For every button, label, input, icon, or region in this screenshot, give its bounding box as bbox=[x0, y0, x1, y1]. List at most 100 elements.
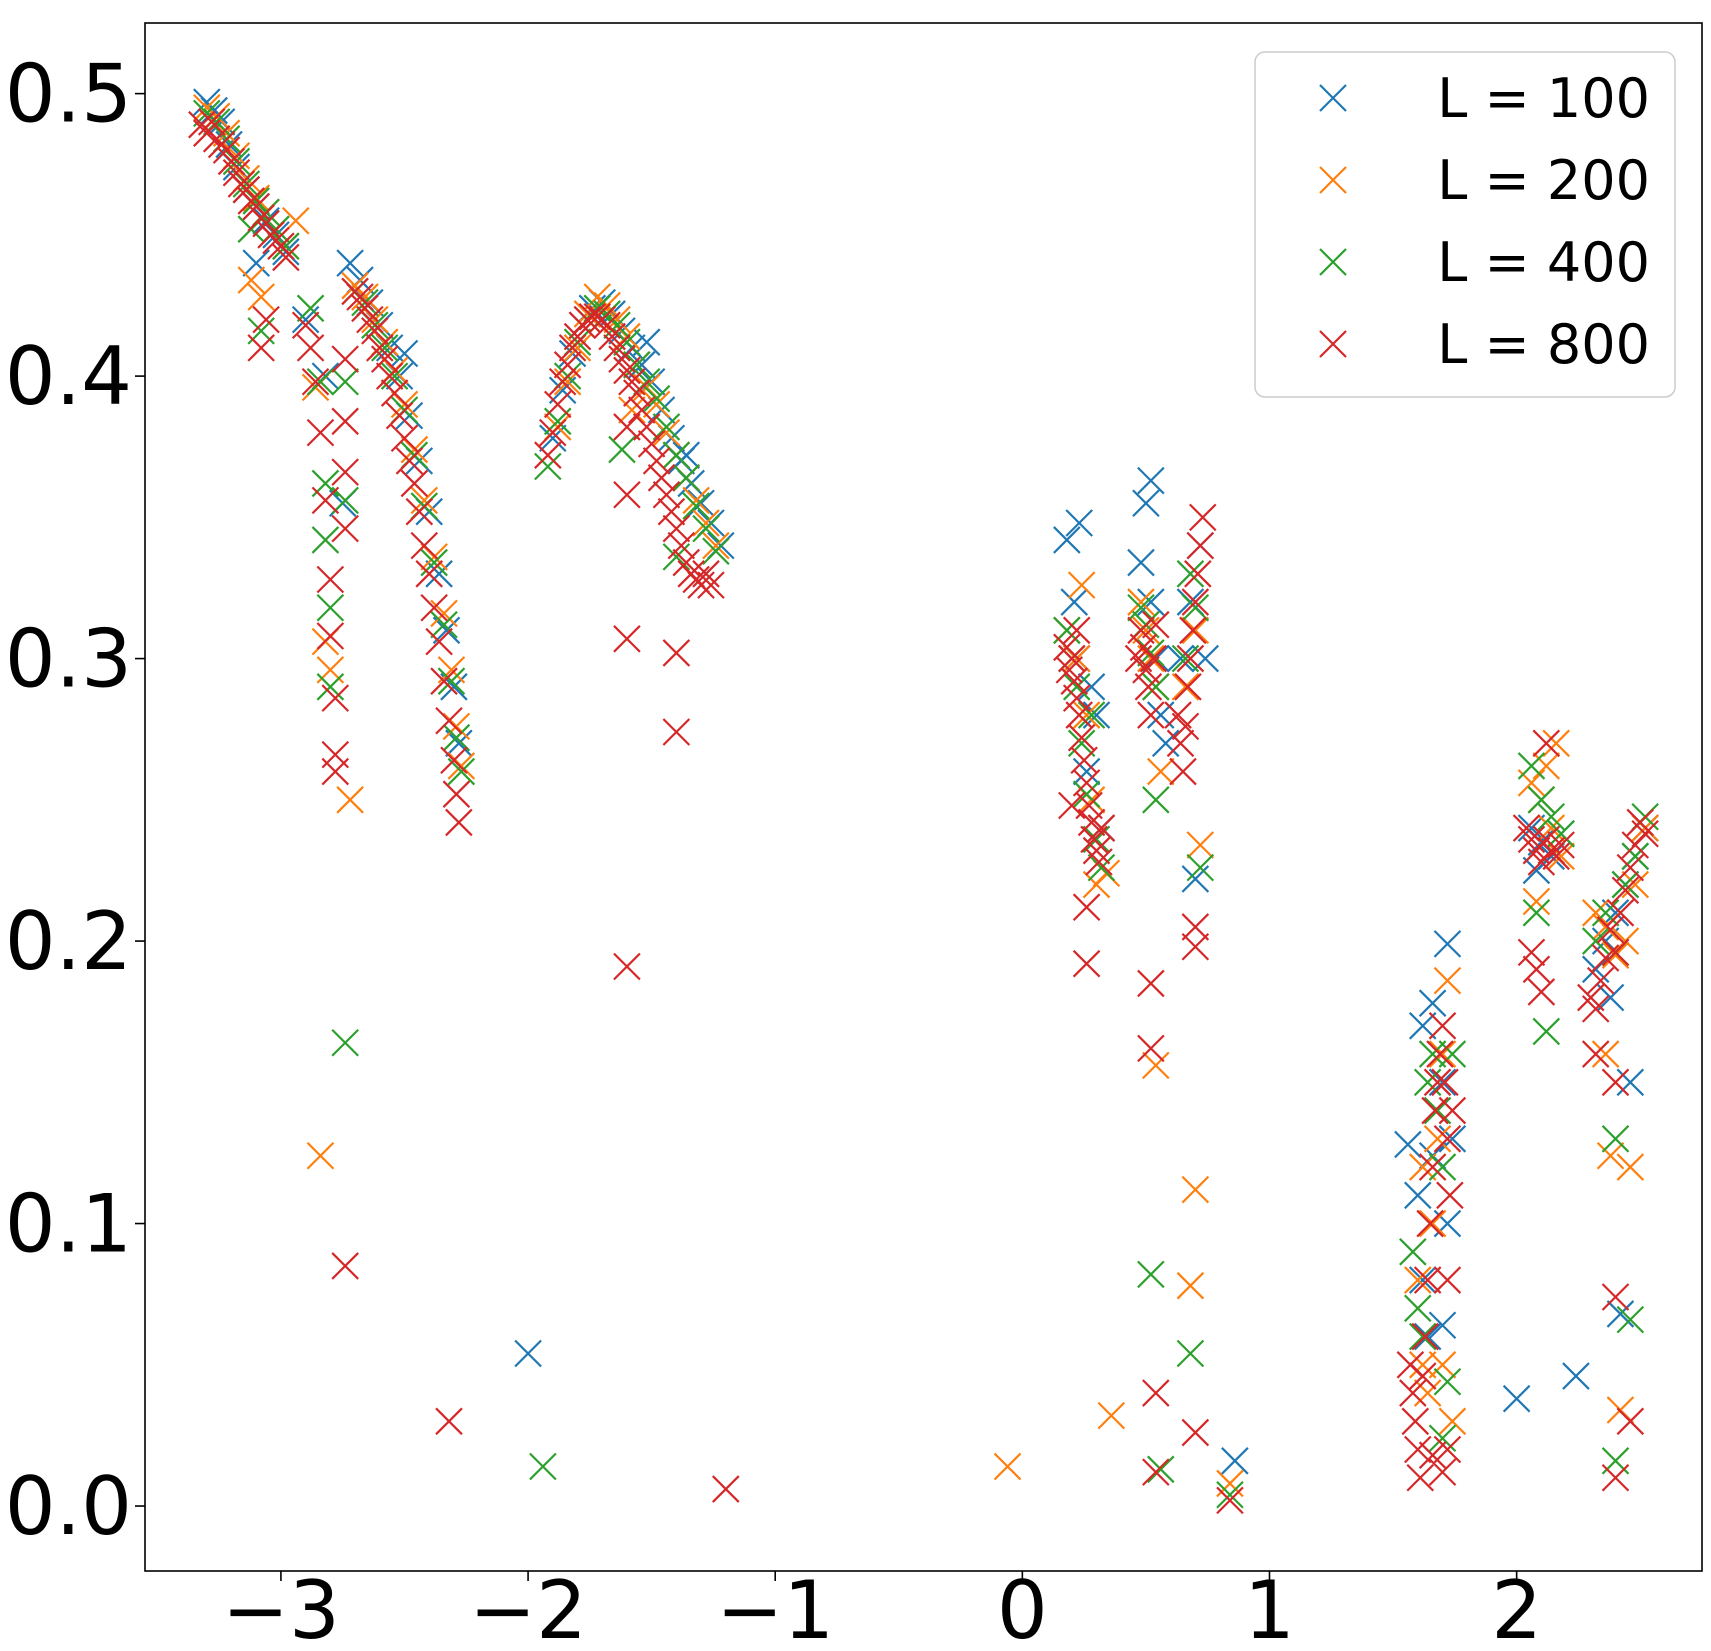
data-point bbox=[1137, 1034, 1165, 1063]
data-point bbox=[1394, 1130, 1422, 1159]
data-point bbox=[1142, 673, 1170, 701]
data-point bbox=[380, 379, 409, 407]
data-point bbox=[1174, 673, 1202, 701]
data-point bbox=[1527, 978, 1556, 1006]
data-point bbox=[242, 249, 270, 277]
data-point bbox=[1058, 791, 1086, 820]
data-point bbox=[351, 283, 379, 311]
data-point bbox=[1067, 723, 1096, 752]
data-point bbox=[642, 390, 671, 419]
data-point bbox=[1433, 1435, 1462, 1464]
y-tick-label: 0.1 bbox=[5, 1178, 132, 1271]
data-point bbox=[1067, 729, 1096, 758]
data-point bbox=[321, 757, 350, 786]
data-point bbox=[370, 345, 399, 373]
data-point bbox=[1181, 1418, 1210, 1447]
data-point bbox=[608, 435, 636, 464]
data-point bbox=[440, 746, 468, 775]
legend-box bbox=[1254, 51, 1676, 398]
data-point bbox=[627, 351, 656, 379]
data-point bbox=[430, 599, 458, 628]
legend-marker bbox=[1319, 330, 1347, 358]
data-point bbox=[316, 622, 345, 650]
data-point bbox=[632, 413, 661, 441]
data-point bbox=[1070, 746, 1098, 775]
data-point bbox=[1517, 938, 1546, 967]
data-point bbox=[1408, 1153, 1437, 1181]
data-point bbox=[1416, 1209, 1444, 1238]
data-point bbox=[1146, 1455, 1175, 1484]
data-point bbox=[1517, 814, 1546, 842]
data-point bbox=[1606, 899, 1635, 927]
data-point bbox=[291, 311, 320, 340]
data-point bbox=[1591, 1040, 1620, 1068]
data-point bbox=[1547, 831, 1575, 859]
data-point bbox=[316, 565, 345, 594]
data-point bbox=[442, 723, 471, 752]
data-point bbox=[1188, 503, 1217, 532]
data-point bbox=[1137, 969, 1165, 998]
data-point bbox=[1065, 509, 1093, 537]
data-point bbox=[514, 1339, 542, 1368]
legend-item-3: L = 400 bbox=[1319, 231, 1650, 294]
y-tick-label: 0.3 bbox=[5, 613, 132, 706]
data-point bbox=[1142, 1458, 1170, 1486]
data-point bbox=[647, 464, 676, 492]
data-point bbox=[1433, 1367, 1462, 1396]
data-point bbox=[1399, 1238, 1427, 1266]
data-point bbox=[543, 390, 572, 419]
data-point bbox=[1221, 1447, 1249, 1475]
legend-item-4: L = 800 bbox=[1319, 313, 1650, 376]
data-point bbox=[331, 514, 359, 543]
legend-marker bbox=[1319, 84, 1347, 112]
data-point bbox=[563, 334, 592, 362]
y-tick-label: 0.0 bbox=[5, 1460, 132, 1553]
data-point bbox=[1072, 780, 1101, 808]
data-point bbox=[1522, 856, 1551, 885]
data-point bbox=[539, 418, 567, 447]
data-point bbox=[662, 441, 691, 469]
data-point bbox=[1621, 870, 1650, 899]
data-point bbox=[712, 1475, 740, 1503]
data-point bbox=[1438, 1096, 1467, 1125]
series-layer bbox=[188, 88, 1659, 1515]
data-point bbox=[306, 367, 335, 396]
data-point bbox=[1537, 802, 1566, 831]
data-point bbox=[252, 305, 280, 334]
data-point bbox=[613, 413, 641, 441]
data-point bbox=[390, 339, 419, 368]
data-point bbox=[623, 379, 651, 407]
data-point bbox=[642, 447, 671, 475]
data-point bbox=[1408, 1266, 1437, 1294]
x-tick-label: −1 bbox=[716, 1564, 834, 1651]
x-axis: −3 −2 −1 0 1 2 bbox=[222, 1564, 1542, 1651]
data-point bbox=[667, 531, 696, 560]
data-point bbox=[1596, 983, 1625, 1012]
data-point bbox=[415, 560, 443, 588]
data-point bbox=[1399, 1379, 1427, 1407]
data-point bbox=[410, 531, 439, 560]
data-point bbox=[442, 712, 471, 741]
data-point bbox=[613, 480, 641, 509]
data-point bbox=[1413, 1379, 1442, 1407]
data-point bbox=[1581, 995, 1610, 1023]
data-point bbox=[296, 294, 325, 323]
data-point bbox=[1171, 712, 1200, 741]
data-point bbox=[642, 384, 671, 413]
data-point bbox=[1181, 932, 1210, 961]
data-point bbox=[1601, 938, 1630, 967]
data-point bbox=[1428, 1153, 1457, 1181]
y-tick-label: 0.5 bbox=[5, 48, 132, 141]
data-point bbox=[1428, 1351, 1457, 1379]
data-point bbox=[1517, 752, 1546, 780]
data-point bbox=[1431, 1068, 1459, 1097]
legend-label: L = 400 bbox=[1437, 231, 1650, 294]
data-point bbox=[1601, 1068, 1630, 1097]
data-point bbox=[237, 266, 266, 294]
data-point bbox=[316, 593, 345, 622]
data-point bbox=[442, 780, 471, 808]
data-point bbox=[1072, 701, 1101, 729]
data-point bbox=[1137, 701, 1165, 729]
x-tick-label: 2 bbox=[1491, 1564, 1542, 1651]
data-point bbox=[652, 413, 681, 441]
